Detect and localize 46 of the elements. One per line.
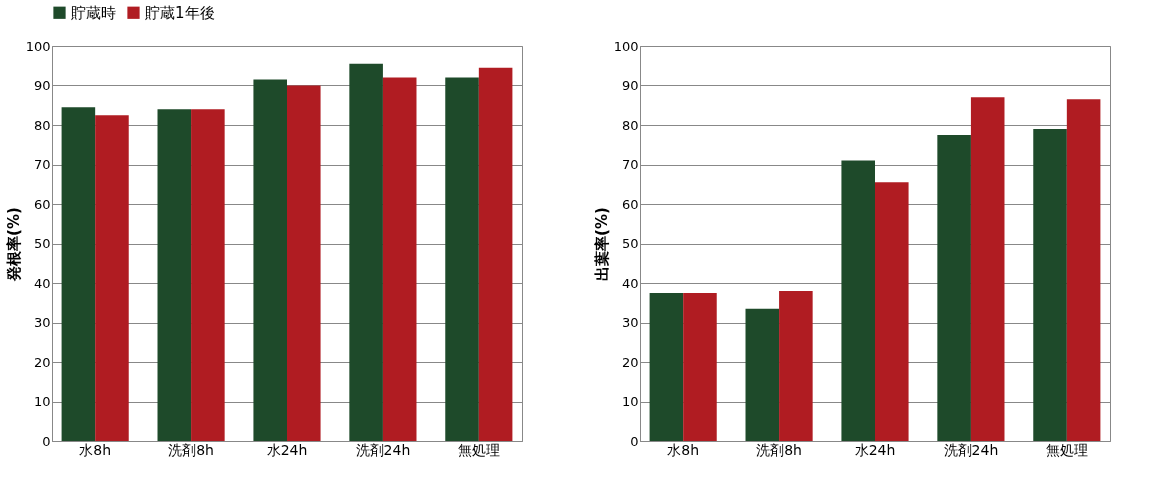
x-tick-label: 無処理	[1045, 441, 1088, 458]
y-axis-title: 出葉率(%)	[592, 207, 611, 281]
bar	[970, 97, 1005, 441]
y-tick-label: 0	[42, 433, 51, 449]
x-tick-label: 洗剤24h	[943, 441, 999, 458]
y-tick-label: 40	[621, 275, 639, 291]
x-tick-label: 無処理	[457, 441, 500, 458]
x-tick-label: 水8h	[79, 441, 112, 458]
y-tick-label: 100	[25, 38, 51, 54]
y-tick-label: 70	[33, 157, 51, 172]
x-tick-label: 水8h	[667, 441, 700, 458]
y-tick-label: 80	[621, 117, 639, 133]
y-tick-label: 100	[613, 38, 639, 54]
x-tick-label: 水24h	[266, 441, 308, 458]
bar	[1066, 99, 1101, 441]
y-axis-title: 発根率(%)	[4, 207, 23, 282]
bar	[649, 292, 684, 441]
y-tick-label: 80	[33, 117, 51, 133]
bar	[875, 182, 909, 441]
bar	[745, 308, 780, 441]
x-tick-label: 水24h	[854, 441, 896, 458]
y-tick-label: 40	[33, 275, 51, 291]
bar	[779, 290, 813, 441]
y-tick-label: 10	[33, 394, 51, 409]
y-tick-label: 60	[621, 196, 639, 212]
bar	[841, 160, 875, 441]
x-tick-label: 洗剤8h	[168, 441, 214, 458]
bar	[937, 134, 971, 441]
y-tick-label: 60	[33, 196, 51, 212]
y-tick-label: 0	[630, 433, 639, 449]
y-tick-label: 20	[33, 354, 51, 370]
legend-label: 貯蔵1年後	[145, 3, 215, 22]
legend-label: 貯蔵時	[71, 3, 116, 22]
x-tick-label: 洗剤24h	[355, 441, 411, 458]
y-tick-label: 30	[621, 315, 639, 330]
y-tick-label: 90	[33, 78, 51, 93]
y-tick-label: 90	[621, 78, 639, 93]
y-tick-label: 10	[621, 394, 639, 409]
y-tick-label: 20	[621, 354, 639, 370]
y-tick-label: 50	[33, 236, 51, 251]
y-tick-label: 30	[33, 315, 51, 330]
y-tick-label: 70	[621, 157, 639, 172]
x-tick-label: 洗剤8h	[756, 441, 802, 458]
bar	[1033, 128, 1067, 441]
bar	[683, 292, 717, 441]
y-tick-label: 50	[621, 236, 639, 251]
